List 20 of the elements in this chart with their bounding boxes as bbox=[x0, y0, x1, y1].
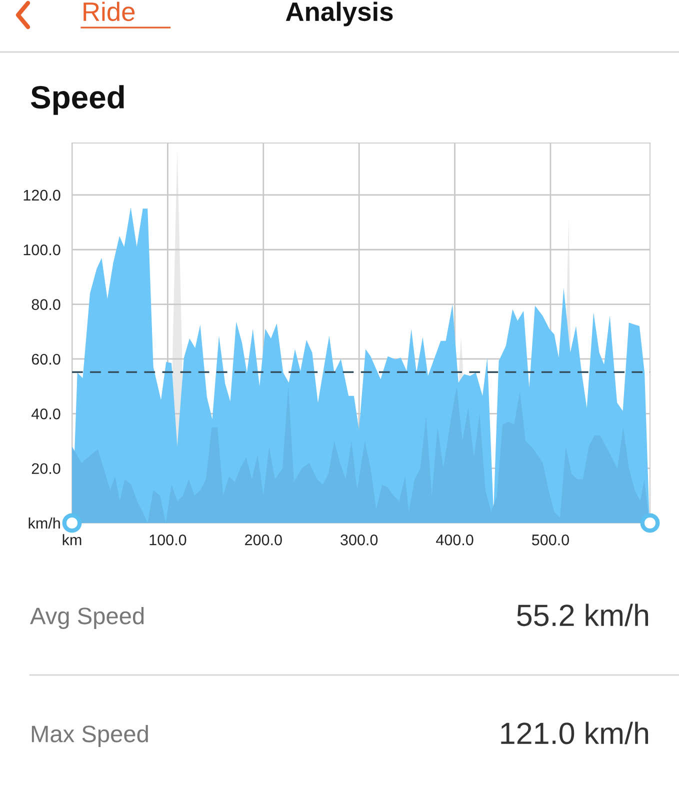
text: Ride bbox=[84, 2, 135, 22]
text: Analysis bbox=[286, 2, 393, 26]
x-tick-label: 100.0 bbox=[150, 534, 186, 546]
y-tick-label: km/h bbox=[28, 517, 60, 529]
x-tick-label: km bbox=[62, 534, 82, 546]
text: Avg Speed bbox=[30, 606, 144, 630]
text: 121.0 km/h bbox=[501, 722, 648, 744]
x-tick-label: 200.0 bbox=[245, 534, 282, 546]
y-tick-label: 60.0 bbox=[32, 354, 60, 365]
text: Max Speed bbox=[32, 724, 148, 748]
y-tick-label: 100.0 bbox=[24, 244, 60, 256]
y-tick-label: 20.0 bbox=[32, 463, 60, 474]
y-tick-label: 120.0 bbox=[24, 190, 60, 201]
x-tick-label: 500.0 bbox=[532, 534, 569, 546]
y-tick-label: 40.0 bbox=[32, 408, 60, 420]
x-tick-label: 400.0 bbox=[436, 534, 474, 546]
y-tick-label: 80.0 bbox=[32, 299, 60, 310]
x-tick-label: 300.0 bbox=[340, 534, 378, 546]
text: 55.2 km/h bbox=[517, 604, 648, 626]
chart-title: Speed bbox=[30, 85, 124, 115]
